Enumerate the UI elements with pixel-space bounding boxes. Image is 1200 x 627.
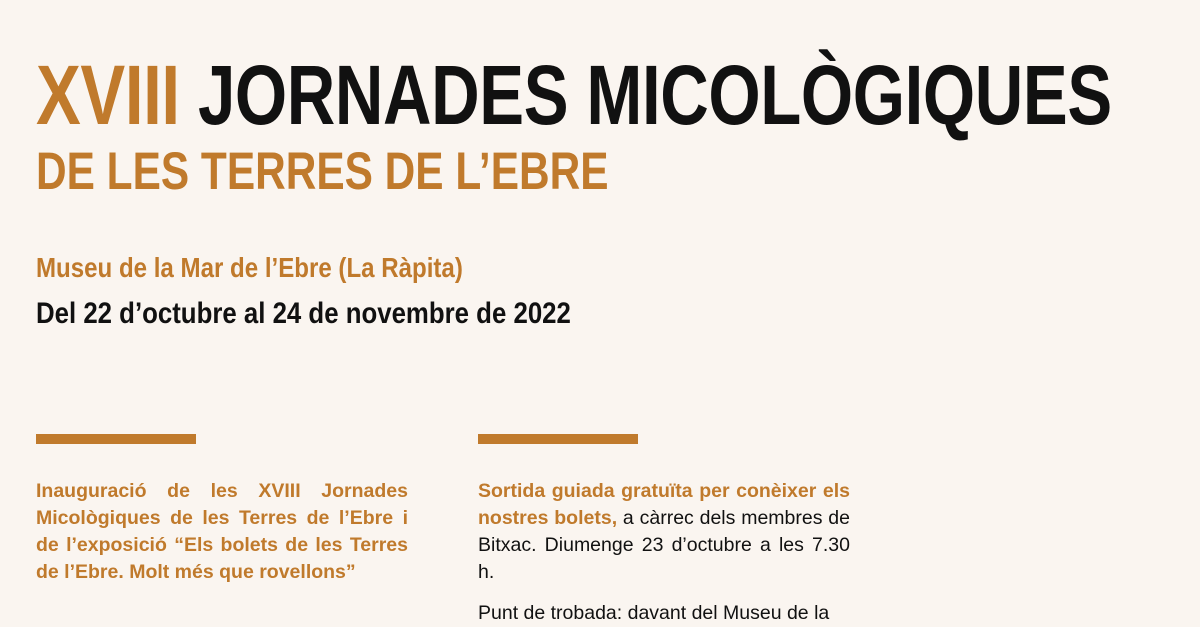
blurb-right-1-rest: a càrrec dels membres de Bitxac. Diumeng…: [478, 507, 850, 583]
event-info: Museu de la Mar de l’Ebre (La Ràpita) De…: [36, 250, 658, 333]
title-edition-number: XVIII: [36, 48, 180, 142]
column-left: Inauguració de les XVIII Jornades Micolò…: [36, 434, 408, 627]
blurb-right-2: Punt de trobada: davant del Museu de la: [478, 600, 850, 627]
blurb-left-1: Inauguració de les XVIII Jornades Micolò…: [36, 478, 408, 586]
page-subtitle: DE LES TERRES DE L’EBRE: [36, 142, 609, 202]
blurb-left-1-highlight: Inauguració de les XVIII Jornades Micolò…: [36, 480, 408, 583]
title-main-text: [180, 48, 198, 142]
content-columns: Inauguració de les XVIII Jornades Micolò…: [36, 434, 1164, 627]
blurb-right-1-highlight: Sortida guiada gratuïta per conèixer els…: [478, 480, 850, 529]
blurb-right-1: Sortida guiada gratuïta per conèixer els…: [478, 478, 850, 586]
event-venue: Museu de la Mar de l’Ebre (La Ràpita): [36, 252, 463, 283]
masthead: XVIII JORNADES MICOLÒGIQUES DE LES TERRE…: [36, 53, 1156, 202]
page-title: XVIII JORNADES MICOLÒGIQUES: [36, 53, 1112, 137]
column-right: Sortida guiada gratuïta per conèixer els…: [478, 434, 850, 627]
title-main: JORNADES MICOLÒGIQUES: [197, 48, 1112, 142]
accent-rule-right: [478, 434, 638, 444]
accent-rule-left: [36, 434, 196, 444]
event-dates: Del 22 d’octubre al 24 de novembre de 20…: [36, 297, 571, 331]
blurb-right-2-rest: Punt de trobada: davant del Museu de la: [478, 602, 830, 624]
